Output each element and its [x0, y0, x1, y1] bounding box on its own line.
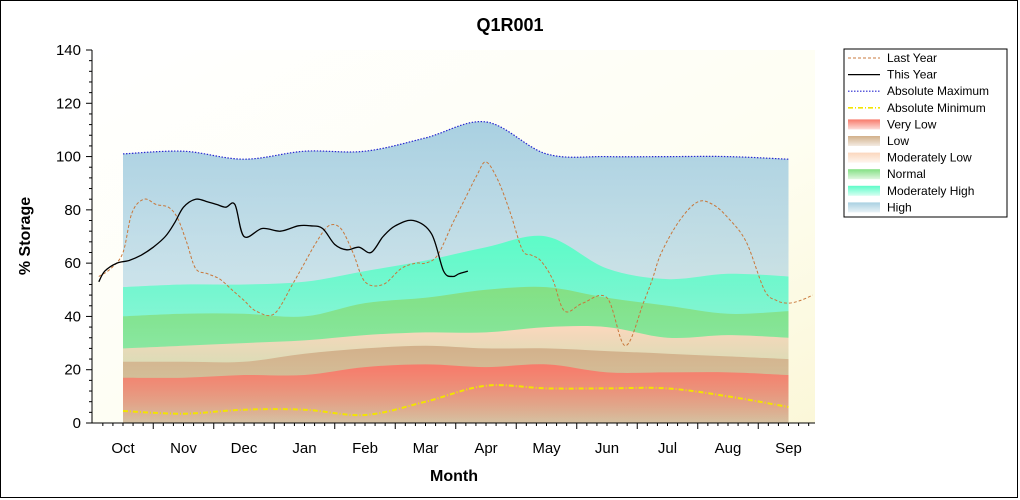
y-tick-label: 120: [56, 95, 81, 112]
y-tick-label: 20: [64, 362, 81, 379]
legend-label-last-year: Last Year: [887, 51, 937, 65]
legend-swatch-normal: [848, 169, 880, 180]
x-tick-label: Feb: [352, 440, 378, 457]
y-tick-label: 140: [56, 42, 81, 59]
y-axis-title: % Storage: [17, 197, 34, 275]
axes-layer: 0 20 40 60 80 100 120 140 Oct Nov Dec Jan Feb Mar Apr M…: [56, 42, 815, 457]
x-tick-label: Aug: [715, 440, 742, 457]
legend-swatch-low: [848, 136, 880, 146]
band-layer: [123, 121, 789, 423]
legend-swatch-very-low: [848, 119, 880, 130]
x-tick-label: Jul: [658, 440, 677, 457]
y-tick-label: 80: [64, 202, 81, 219]
y-tick-label: 40: [64, 308, 81, 325]
y-tick-label: 0: [73, 415, 81, 432]
legend-label-absolute-minimum: Absolute Minimum: [887, 101, 986, 115]
x-tick-label: Sep: [775, 440, 802, 457]
legend: Last Year This Year Absolute Maximum Absolu…: [843, 48, 1008, 218]
x-tick-label: Nov: [170, 440, 197, 457]
legend-label-moderately-low: Moderately Low: [887, 151, 972, 165]
legend-swatch-high: [848, 202, 880, 213]
legend-label-very-low: Very Low: [887, 117, 937, 131]
series-this-year: [98, 198, 469, 283]
y-tick-label: 60: [64, 255, 81, 272]
x-tick-label: Apr: [474, 440, 497, 457]
legend-label-low: Low: [887, 134, 909, 148]
x-axis-title: Month: [430, 468, 478, 485]
x-tick-label: Oct: [111, 440, 135, 457]
series-layer: [98, 121, 813, 417]
legend-label-absolute-maximum: Absolute Maximum: [887, 84, 989, 98]
y-tick-label: 100: [56, 149, 81, 166]
series-absolute-maximum: [122, 121, 789, 160]
chart-title: Q1R001: [476, 15, 543, 35]
x-tick-label: May: [532, 440, 561, 457]
legend-label-this-year: This Year: [887, 68, 937, 82]
x-tick-label: Jan: [292, 440, 316, 457]
legend-swatch-moderately-high: [848, 185, 880, 196]
series-last-year: [98, 161, 813, 347]
legend-label-moderately-high: Moderately High: [887, 184, 974, 198]
x-tick-label: Jun: [595, 440, 619, 457]
x-tick-label: Dec: [231, 440, 258, 457]
band-very-low: [123, 364, 789, 423]
x-tick-label: Mar: [413, 440, 439, 457]
legend-swatch-moderately-low: [848, 152, 880, 163]
series-absolute-minimum: [122, 384, 789, 417]
legend-label-normal: Normal: [887, 167, 926, 181]
legend-label-high: High: [887, 200, 912, 214]
